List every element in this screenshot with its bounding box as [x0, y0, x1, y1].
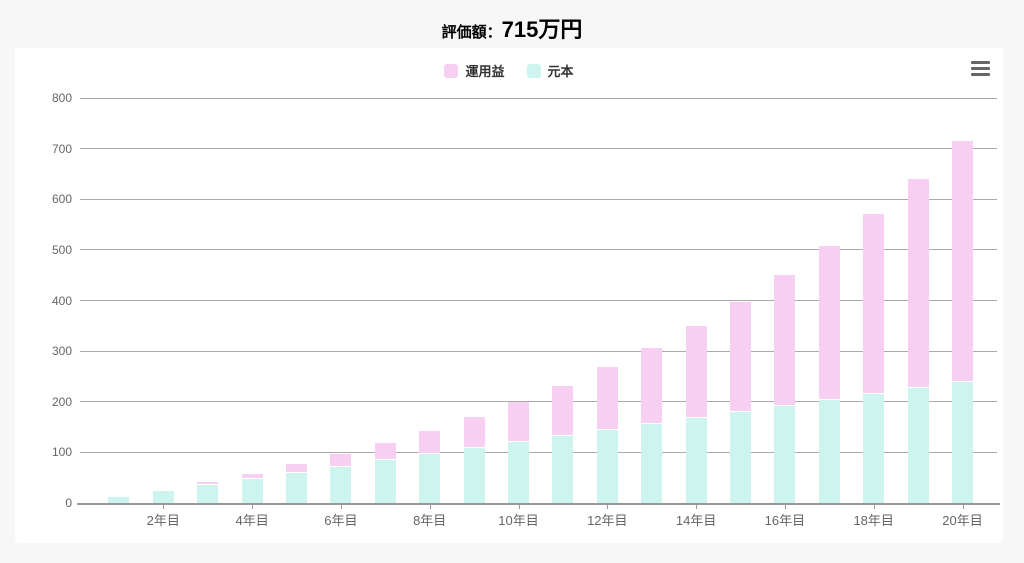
gain-bar-segment-year-12[interactable]: [596, 367, 618, 431]
gain-bar-segment-year-20[interactable]: [952, 141, 973, 382]
chart-context-menu-button[interactable]: [971, 61, 990, 76]
gain-bar-segment-year-8[interactable]: [419, 430, 441, 455]
page-title: 評価額：715万円: [0, 12, 1024, 44]
x-axis-label-18: 18年目: [853, 513, 894, 528]
y-gridline-500: [80, 249, 997, 251]
principal-bar-segment-year-8[interactable]: [419, 454, 441, 503]
x-axis-label-8: 8年目: [413, 513, 447, 528]
legend-swatch-principal: [526, 63, 541, 78]
y-gridline-800: [80, 97, 997, 99]
y-axis-label-600: 600: [51, 192, 72, 207]
principal-bar-segment-year-9[interactable]: [463, 448, 485, 503]
principal-bar-segment-year-5[interactable]: [286, 472, 307, 503]
x-axis-tick-4: [252, 503, 254, 509]
legend-label-gain: 運用益: [465, 64, 505, 79]
legend-item-gain[interactable]: 運用益: [444, 61, 505, 80]
gain-bar-segment-year-13[interactable]: [641, 347, 663, 425]
hamburger-menu-icon: [971, 73, 990, 76]
legend-item-principal[interactable]: 元本: [526, 61, 574, 80]
x-axis-label-14: 14年目: [675, 513, 717, 528]
x-axis-tick-20: [962, 503, 964, 509]
gain-bar-segment-year-4[interactable]: [241, 473, 263, 479]
gain-bar-segment-year-15[interactable]: [730, 301, 751, 412]
gain-bar-segment-year-11[interactable]: [552, 385, 574, 437]
x-axis-line: [77, 503, 1000, 505]
x-axis-label-20: 20年目: [942, 513, 983, 528]
valuation-title-label: 評価額：: [441, 24, 502, 41]
gain-bar-segment-year-14[interactable]: [685, 325, 707, 418]
gain-bar-segment-year-18[interactable]: [863, 213, 885, 394]
principal-bar-segment-year-11[interactable]: [552, 436, 574, 503]
principal-bar-segment-year-7[interactable]: [374, 460, 396, 503]
y-axis-label-0: 0: [65, 496, 72, 510]
hamburger-menu-icon: [971, 61, 990, 64]
y-axis-label-300: 300: [51, 344, 72, 359]
x-axis-tick-14: [696, 503, 698, 509]
gain-bar-segment-year-19[interactable]: [907, 179, 929, 388]
hamburger-menu-icon: [971, 67, 990, 70]
y-axis-label-700: 700: [51, 141, 72, 156]
y-gridline-400: [80, 300, 997, 301]
y-gridline-700: [80, 148, 997, 150]
y-gridline-100: [80, 451, 997, 453]
y-gridline-200: [80, 401, 997, 403]
principal-bar-segment-year-15[interactable]: [730, 411, 751, 503]
y-gridline-300: [80, 350, 997, 352]
x-axis-tick-16: [784, 503, 786, 509]
x-axis-tick-18: [873, 503, 875, 509]
gain-bar-segment-year-1[interactable]: [108, 495, 130, 497]
x-axis-tick-12: [607, 503, 609, 509]
principal-bar-segment-year-2[interactable]: [152, 490, 174, 503]
principal-bar-segment-year-18[interactable]: [863, 393, 885, 503]
x-axis-label-4: 4年目: [235, 513, 269, 528]
principal-bar-segment-year-14[interactable]: [685, 417, 707, 503]
legend-label-principal: 元本: [547, 64, 574, 79]
gain-bar-segment-year-16[interactable]: [774, 275, 796, 406]
principal-bar-segment-year-16[interactable]: [774, 405, 796, 503]
gain-bar-segment-year-6[interactable]: [330, 453, 352, 467]
principal-bar-segment-year-10[interactable]: [508, 442, 529, 503]
x-axis-tick-6: [340, 503, 342, 509]
x-axis-label-12: 12年目: [587, 513, 628, 528]
x-axis-tick-2: [163, 503, 165, 509]
y-axis-label-500: 500: [51, 242, 72, 257]
y-axis-label-800: 800: [51, 91, 72, 105]
legend-swatch-gain: [444, 63, 459, 78]
principal-bar-segment-year-20[interactable]: [952, 381, 973, 503]
x-axis-tick-10: [518, 503, 520, 509]
principal-bar-segment-year-1[interactable]: [108, 496, 130, 503]
gain-bar-segment-year-7[interactable]: [374, 442, 396, 461]
y-axis-label-100: 100: [51, 445, 72, 460]
principal-bar-segment-year-17[interactable]: [818, 399, 840, 503]
x-axis-tick-8: [429, 503, 431, 509]
gain-bar-segment-year-17[interactable]: [818, 245, 840, 400]
principal-bar-segment-year-6[interactable]: [330, 466, 352, 503]
principal-bar-segment-year-19[interactable]: [907, 387, 929, 503]
x-axis-label-16: 16年目: [764, 513, 806, 528]
principal-bar-segment-year-12[interactable]: [596, 430, 618, 503]
y-gridline-600: [80, 198, 997, 200]
principal-bar-segment-year-3[interactable]: [197, 484, 219, 503]
principal-bar-segment-year-4[interactable]: [241, 478, 263, 503]
gain-bar-segment-year-2[interactable]: [152, 489, 174, 491]
chart-legend: 運用益 元本: [15, 61, 1003, 80]
gain-bar-segment-year-9[interactable]: [463, 416, 485, 449]
stacked-bar-plot-area: [77, 97, 1000, 505]
gain-bar-segment-year-5[interactable]: [286, 464, 307, 473]
x-axis-label-6: 6年目: [324, 513, 358, 528]
gain-bar-segment-year-10[interactable]: [508, 401, 529, 443]
valuation-title-value: 715万円: [501, 17, 583, 42]
x-axis-label-2: 2年目: [146, 513, 180, 528]
y-axis-label-400: 400: [51, 293, 72, 308]
x-axis-label-10: 10年目: [498, 513, 539, 528]
gain-bar-segment-year-3[interactable]: [197, 482, 219, 485]
chart-card: 運用益 元本 0 100 200 300 400 500 600 700 800 2年目 4年目 6年目…: [15, 48, 1003, 543]
y-axis-label-200: 200: [51, 394, 72, 409]
principal-bar-segment-year-13[interactable]: [641, 424, 663, 503]
